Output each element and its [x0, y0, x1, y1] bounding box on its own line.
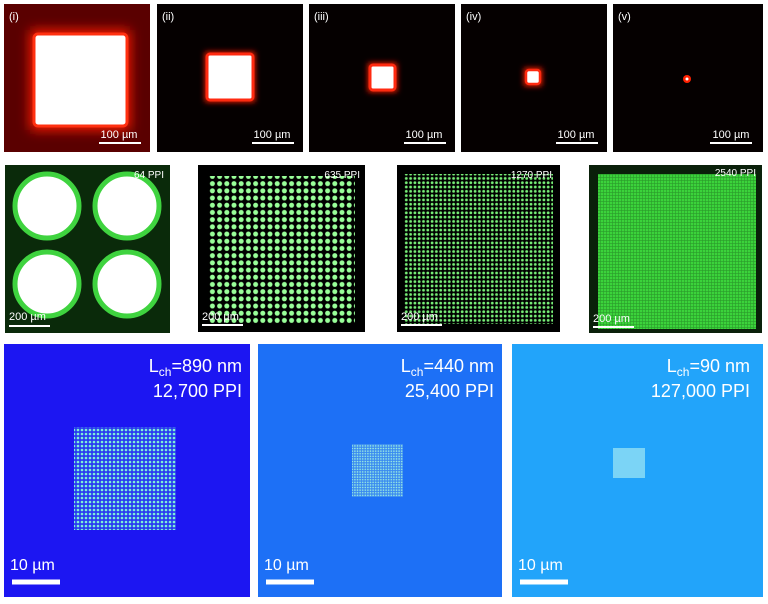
- circles: [12, 171, 162, 319]
- text-part: L: [401, 356, 411, 376]
- pixel-array: [613, 448, 645, 478]
- pixel-array: [74, 427, 176, 530]
- scale-label: 200 µm: [401, 311, 438, 323]
- emission-square: [32, 32, 129, 128]
- scale-label: 100 µm: [558, 129, 595, 141]
- row-green: 64 PPI 635 PPI 1270 PPI 2540 PPI 200 µm …: [5, 165, 762, 333]
- text-part: L: [667, 356, 677, 376]
- text-part: =90 nm: [689, 356, 750, 376]
- text-part: ch: [677, 365, 690, 379]
- panel-label: (i): [9, 11, 19, 23]
- scale-label: 100 µm: [713, 129, 750, 141]
- panel-label: (v): [618, 11, 631, 23]
- panel-label: (iv): [466, 11, 481, 23]
- panel-label: (ii): [162, 11, 174, 23]
- scale-label: 100 µm: [101, 129, 138, 141]
- shape: [92, 171, 162, 241]
- shape: [12, 171, 82, 241]
- channel-length: Lch=90 nm: [667, 356, 750, 379]
- text-part: L: [149, 356, 159, 376]
- pixel-array: [404, 174, 553, 324]
- channel-length: Lch=890 nm: [149, 356, 242, 379]
- scale-label: 100 µm: [406, 129, 443, 141]
- ppi-label: 127,000 PPI: [651, 381, 750, 401]
- shape: [12, 249, 82, 319]
- scale-label: 200 µm: [593, 313, 630, 325]
- shape: [92, 249, 162, 319]
- text-part: ch: [411, 365, 424, 379]
- emission-square: [368, 63, 397, 92]
- emission-square: [205, 52, 255, 102]
- channel-length: Lch=440 nm: [401, 356, 494, 379]
- ppi-label: 64 PPI: [134, 170, 164, 181]
- scale-bars: [9, 324, 634, 328]
- panel-label: (iii): [314, 11, 329, 23]
- pixel-array: [209, 176, 355, 324]
- scale-label: 10 µm: [264, 557, 309, 574]
- ppi-label: 12,700 PPI: [153, 381, 242, 401]
- scale-label: 10 µm: [10, 557, 55, 574]
- ppi-label: 2540 PPI: [715, 168, 756, 179]
- ppi-label: 25,400 PPI: [405, 381, 494, 401]
- scale-label: 200 µm: [202, 311, 239, 323]
- pixel-array: [352, 444, 403, 497]
- scale-label: 10 µm: [518, 557, 563, 574]
- text-part: =440 nm: [423, 356, 494, 376]
- emission-dot: [685, 77, 689, 81]
- scale-label: 100 µm: [254, 129, 291, 141]
- ppi-label: 1270 PPI: [511, 170, 552, 181]
- scale-label: 200 µm: [9, 311, 46, 323]
- ppi-label: 635 PPI: [324, 170, 360, 181]
- emission-square: [524, 68, 542, 86]
- pixel-array: [598, 174, 756, 329]
- text-part: =890 nm: [171, 356, 242, 376]
- text-part: ch: [159, 365, 172, 379]
- row-red: (i) (ii) (iii) (iv) (v) 100 µm 100 µm 10…: [4, 4, 763, 152]
- row-blue: Lch=890 nm 12,700 PPI Lch=440 nm 25,400 …: [4, 344, 763, 597]
